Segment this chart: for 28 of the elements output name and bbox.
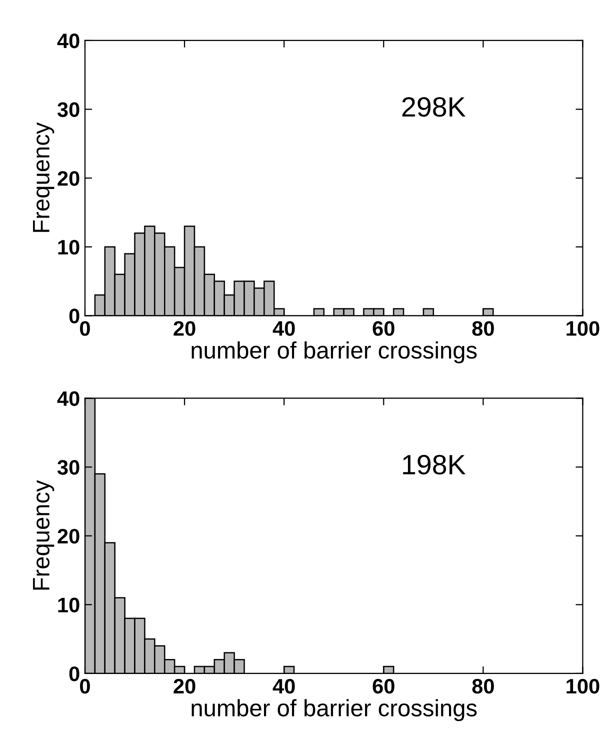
x-tick-label: 0 — [80, 321, 90, 336]
y-tick-label: 10 — [58, 240, 80, 255]
annotation: 298K — [402, 97, 466, 117]
y-tick-label: 30 — [57, 460, 80, 475]
x-tick-label: 20 — [174, 678, 196, 694]
x-axis-title: number of barrier crossings — [192, 341, 477, 364]
x-tick-label: 40 — [272, 321, 295, 336]
y-tick-label: 30 — [57, 102, 80, 118]
x-tick-label: 60 — [372, 321, 394, 336]
y-axis-title: Frequency — [33, 480, 54, 590]
y-tick-label: 20 — [58, 171, 80, 186]
x-tick-label: 60 — [372, 678, 394, 694]
x-tick-label: 0 — [80, 678, 90, 694]
y-tick-label: 10 — [58, 598, 80, 612]
y-axis-title: Frequency — [33, 122, 54, 232]
y-tick-label: 0 — [69, 308, 80, 324]
x-tick-label: 100 — [566, 678, 600, 694]
annotation: 198K — [403, 454, 466, 474]
x-axis-title: number of barrier crossings — [192, 699, 477, 722]
y-tick-label: 20 — [58, 528, 80, 544]
y-tick-label: 0 — [69, 666, 80, 682]
y-tick-label: 40 — [57, 33, 80, 48]
x-tick-label: 80 — [472, 321, 494, 336]
x-tick-label: 40 — [272, 678, 295, 694]
x-tick-label: 20 — [174, 321, 196, 336]
y-tick-label: 40 — [57, 391, 80, 406]
x-tick-label: 100 — [566, 321, 600, 336]
x-tick-label: 80 — [472, 678, 494, 694]
